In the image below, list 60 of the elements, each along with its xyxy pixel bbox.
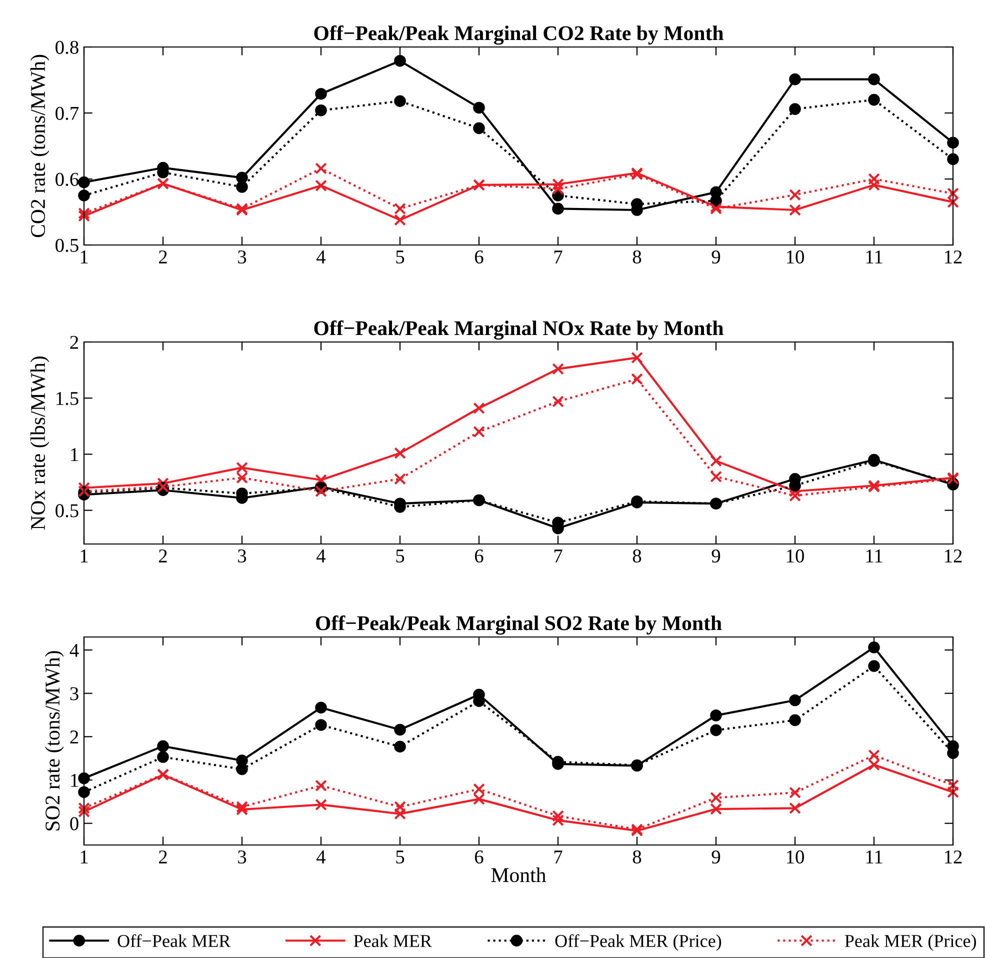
x-tick-label: 12 [944,850,962,864]
x-tick-label: 4 [316,550,326,562]
chart-title: Off−Peak/Peak Marginal SO2 Rate by Month [316,615,722,635]
y-tick-label: 1 [71,448,78,461]
y-axis-title: SO2 rate (tons/MWh) [44,651,64,830]
legend-label: Peak MER (Price) [844,934,976,951]
y-tick-label: 4 [70,644,79,657]
x-tick-label: 9 [712,549,720,563]
y-tick-label: 3 [70,687,78,700]
y-tick-label: 0.7 [56,106,79,120]
x-tick-label: 12 [944,250,962,264]
x-tick-label: 11 [866,550,882,562]
x-tick-label: 1 [80,250,88,264]
x-tick-label: 6 [474,549,484,563]
y-tick-label: 2 [70,336,78,349]
x-tick-label: 9 [712,250,720,264]
y-tick-label: 0.5 [56,504,78,518]
legend-label: Off−Peak MER [118,934,231,948]
y-tick-label: 1.5 [56,392,78,406]
x-tick-label: 1 [80,850,88,864]
x-tick-label: 5 [396,250,404,264]
y-tick-label: 0.5 [56,238,78,252]
legend-label: Off−Peak MER (Price) [555,934,722,951]
x-tick-label: 8 [632,250,642,264]
x-tick-label: 3 [238,250,246,264]
chart-title: Off−Peak/Peak Marginal CO2 Rate by Month [314,25,724,45]
y-tick-label: 2 [70,730,78,744]
x-tick-label: 5 [396,550,404,563]
x-tick-label: 2 [158,250,167,264]
y-tick-label: 0 [70,817,78,830]
y-axis-title: CO2 rate (tons/MWh) [30,54,50,238]
x-axis-title: Month [491,867,546,882]
x-tick-label: 11 [866,250,882,264]
x-tick-label: 6 [474,850,484,864]
x-tick-label: 10 [786,250,804,264]
x-tick-label: 12 [944,549,962,562]
x-tick-label: 10 [786,549,804,563]
chart-title: Off−Peak/Peak Marginal NOx Rate by Month [314,320,724,340]
x-tick-label: 2 [158,850,167,864]
x-tick-label: 7 [554,850,562,864]
y-tick-label: 1 [71,774,78,787]
legend-label: Peak MER [354,934,432,948]
x-tick-label: 5 [396,850,404,864]
x-tick-label: 10 [786,850,804,864]
x-tick-label: 3 [238,850,246,864]
x-tick-label: 1 [80,550,88,562]
x-tick-label: 7 [554,550,562,562]
x-tick-label: 6 [474,250,484,264]
x-tick-label: 9 [712,850,720,864]
y-tick-label: 0.6 [56,172,79,186]
y-tick-label: 0.8 [56,40,78,54]
x-tick-label: 4 [316,250,326,264]
x-tick-label: 8 [632,549,642,563]
x-tick-label: 3 [238,549,246,563]
x-tick-label: 2 [158,549,167,562]
y-axis-title: NOx rate (lbs/MWh) [30,356,50,530]
x-tick-label: 8 [632,850,642,864]
x-tick-label: 7 [554,250,562,264]
x-tick-label: 11 [866,850,882,864]
x-tick-label: 4 [316,850,326,864]
